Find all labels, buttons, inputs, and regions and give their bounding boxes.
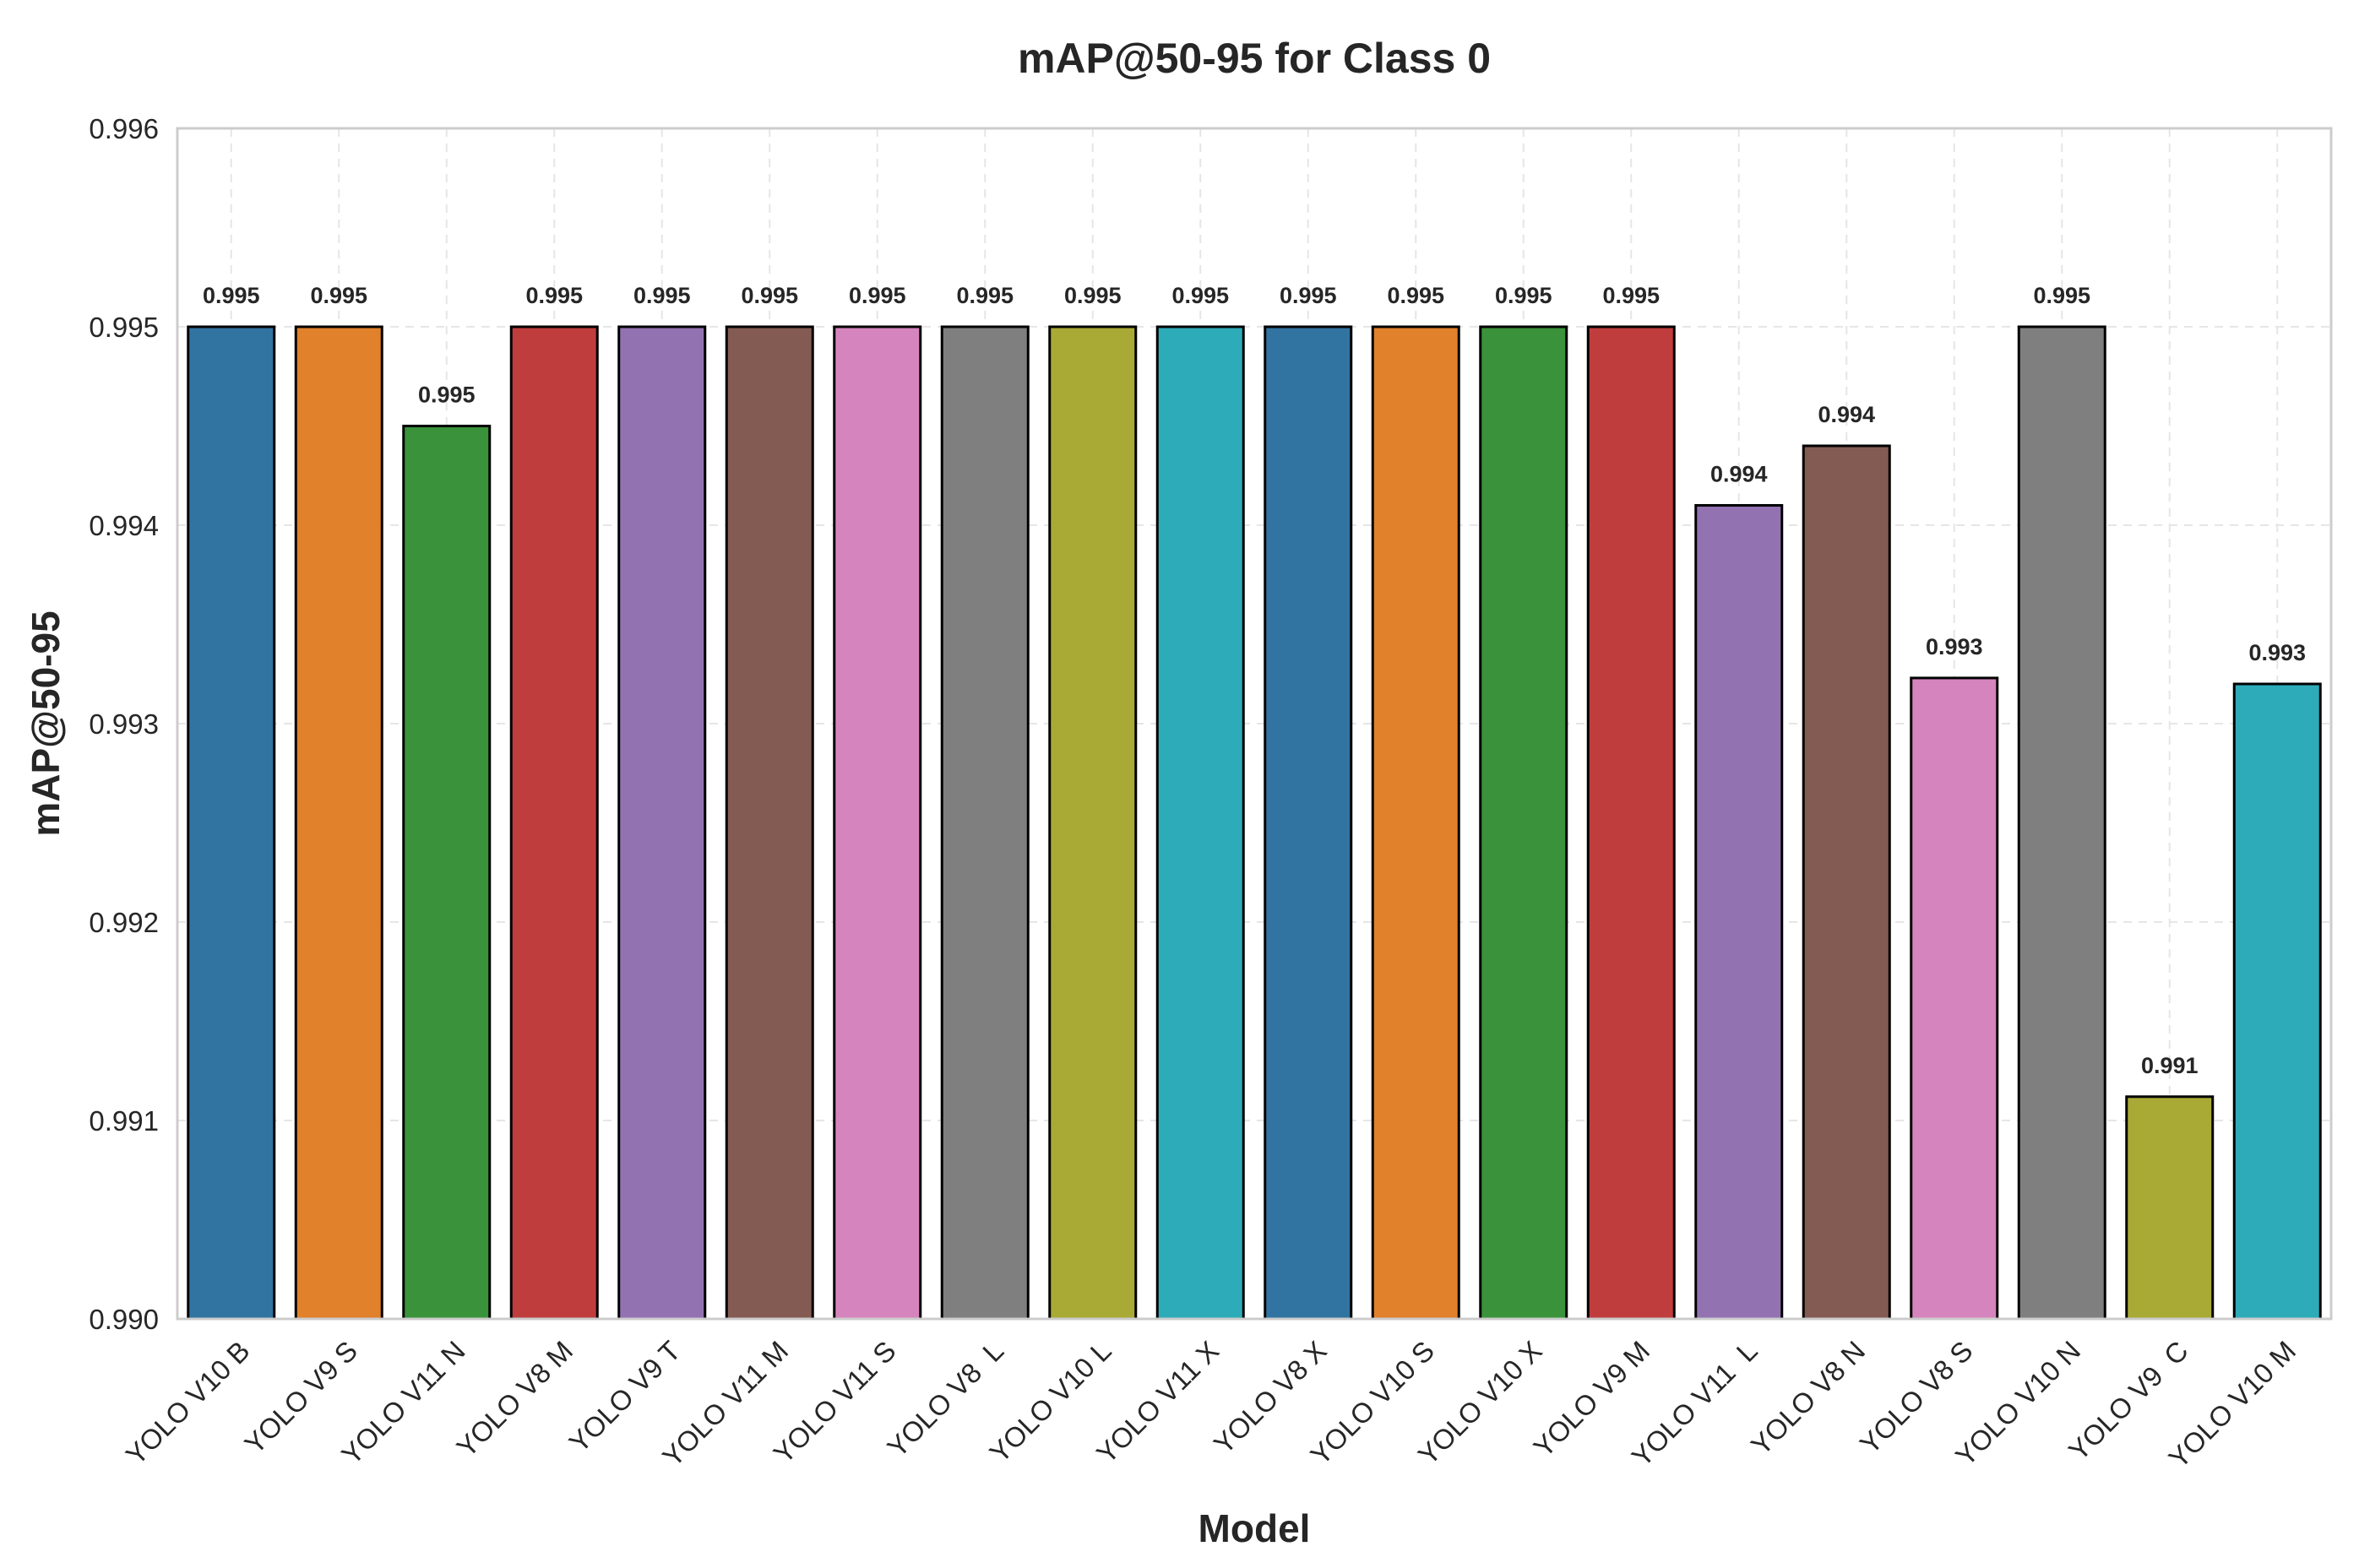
bar-value-label: 0.995 — [2033, 283, 2090, 308]
y-axis-ticks: 0.990 0.991 0.992 0.993 0.994 0.995 0.996 — [89, 113, 159, 1335]
bar-value-label: 0.995 — [1280, 283, 1337, 308]
bar — [402, 425, 492, 1321]
bar — [1479, 325, 1568, 1321]
bar — [1694, 504, 1784, 1321]
chart-title: mAP@50-95 for Class 0 — [1018, 35, 1491, 82]
y-tick-label: 0.990 — [89, 1304, 159, 1335]
bar-value-label: 0.993 — [2248, 640, 2306, 665]
bar-value-label: 0.991 — [2141, 1053, 2199, 1078]
bar-value-label: 0.995 — [849, 283, 906, 308]
plot-area-frame — [176, 127, 2333, 1321]
bar — [509, 325, 599, 1321]
y-tick-label: 0.992 — [89, 907, 159, 938]
bar-value-label: 0.993 — [1926, 634, 1983, 659]
x-tick-label: YOLO V8 M — [450, 1335, 579, 1463]
x-axis-label: Model — [1199, 1506, 1311, 1550]
y-tick-label: 0.991 — [89, 1105, 159, 1137]
x-tick-label: YOLO V8 N — [1745, 1335, 1871, 1461]
bar-value-label: 0.995 — [310, 283, 367, 308]
bar — [2125, 1095, 2215, 1321]
bar — [1586, 325, 1676, 1321]
y-axis-label: mAP@50-95 — [24, 610, 68, 836]
bar-value-label: 0.995 — [525, 283, 583, 308]
bar-value-label: 0.995 — [1171, 283, 1229, 308]
bar-value-label: 0.994 — [1710, 462, 1768, 487]
bar — [294, 325, 383, 1321]
bar — [725, 325, 814, 1321]
bars — [187, 325, 2322, 1321]
bar-value-label: 0.994 — [1818, 402, 1875, 427]
bar-value-label: 0.995 — [418, 383, 476, 408]
bar — [1264, 325, 1353, 1321]
bar — [940, 325, 1030, 1321]
bar — [1048, 325, 1138, 1321]
bar-value-label: 0.995 — [1602, 283, 1660, 308]
bar — [1155, 325, 1245, 1321]
y-tick-label: 0.996 — [89, 113, 159, 144]
bar-value-label: 0.995 — [1387, 283, 1444, 308]
y-tick-label: 0.993 — [89, 708, 159, 740]
x-tick-label: YOLO V10 B — [120, 1335, 256, 1471]
bar — [833, 325, 922, 1321]
bar — [2017, 325, 2106, 1321]
bar — [2232, 682, 2322, 1321]
y-tick-label: 0.994 — [89, 510, 159, 541]
bar — [1802, 444, 1891, 1321]
bar-value-label: 0.995 — [203, 283, 260, 308]
grid — [177, 128, 2331, 1320]
data-labels: 0.995 0.995 0.995 0.995 0.995 0.995 0.995 0.995… — [203, 283, 2306, 1078]
bar — [617, 325, 707, 1321]
bar — [1371, 325, 1460, 1321]
bar-value-label: 0.995 — [1495, 283, 1552, 308]
bar-value-label: 0.995 — [633, 283, 691, 308]
bar — [1910, 676, 1999, 1321]
y-tick-label: 0.995 — [89, 312, 159, 343]
bar-value-label: 0.995 — [1064, 283, 1122, 308]
bar-value-label: 0.995 — [956, 283, 1014, 308]
bar — [187, 325, 276, 1321]
bar-value-label: 0.995 — [741, 283, 798, 308]
